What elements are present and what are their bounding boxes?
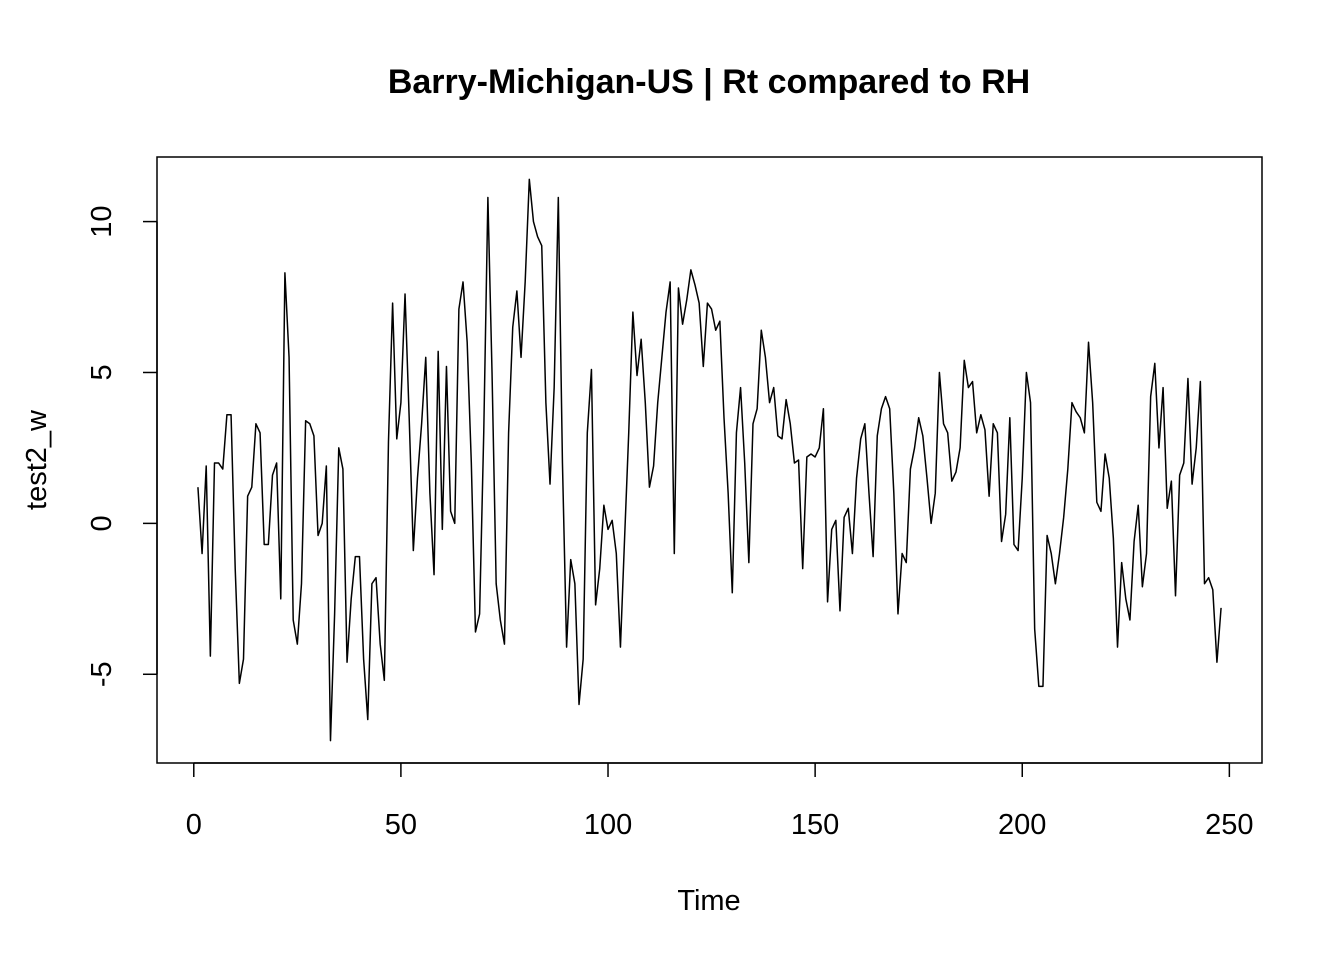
x-tick-label: 200 (998, 809, 1046, 841)
plot-frame (156, 156, 1263, 764)
x-axis-title: Time (677, 885, 740, 917)
y-tick-label: 10 (86, 205, 118, 237)
x-tick-label: 100 (584, 809, 632, 841)
series-line (197, 178, 1222, 742)
y-axis-title: test2_w (21, 409, 53, 510)
y-tick-label: 5 (86, 364, 118, 380)
chart-title: Barry-Michigan-US | Rt compared to RH (388, 63, 1030, 101)
y-tick-label: -5 (86, 661, 118, 687)
y-tick-label: 0 (86, 515, 118, 531)
x-tick-label: 250 (1205, 809, 1253, 841)
x-tick-label: 0 (186, 809, 202, 841)
x-tick-label: 150 (791, 809, 839, 841)
x-tick-label: 50 (385, 809, 417, 841)
